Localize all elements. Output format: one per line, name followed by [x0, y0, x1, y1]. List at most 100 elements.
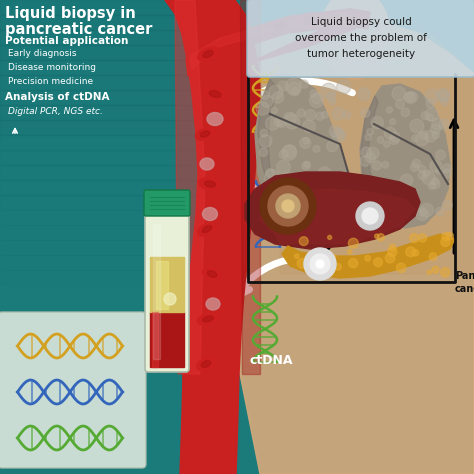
Circle shape [265, 117, 279, 130]
Circle shape [443, 164, 452, 173]
FancyBboxPatch shape [145, 211, 189, 372]
Ellipse shape [199, 178, 221, 190]
Circle shape [316, 112, 324, 120]
Circle shape [310, 265, 318, 273]
Circle shape [311, 194, 324, 207]
Polygon shape [360, 84, 450, 228]
Circle shape [436, 208, 444, 216]
Circle shape [420, 203, 434, 217]
Circle shape [300, 80, 308, 88]
Circle shape [399, 211, 410, 221]
Circle shape [365, 134, 371, 140]
Circle shape [361, 147, 372, 157]
Circle shape [302, 162, 310, 170]
Circle shape [415, 133, 428, 146]
Circle shape [335, 130, 344, 139]
Circle shape [273, 92, 284, 103]
Circle shape [310, 254, 330, 274]
Bar [0, 195, 237, 210]
Circle shape [277, 210, 286, 219]
Circle shape [260, 129, 268, 137]
Circle shape [312, 175, 319, 182]
Polygon shape [186, 9, 370, 76]
Circle shape [430, 160, 442, 172]
Bar [0, 90, 237, 105]
Circle shape [259, 148, 267, 156]
Circle shape [310, 200, 317, 207]
Polygon shape [240, 0, 260, 374]
Text: Digital PCR, NGS etc.: Digital PCR, NGS etc. [8, 107, 103, 116]
Circle shape [369, 215, 375, 221]
Circle shape [300, 137, 310, 148]
Circle shape [418, 165, 426, 173]
Circle shape [282, 200, 294, 212]
Polygon shape [280, 19, 474, 274]
Circle shape [347, 250, 352, 254]
Bar [0, 60, 237, 75]
Circle shape [432, 266, 439, 273]
Circle shape [404, 92, 413, 101]
Circle shape [260, 178, 316, 234]
Circle shape [327, 92, 336, 101]
Circle shape [274, 215, 283, 224]
Circle shape [412, 159, 420, 168]
Ellipse shape [305, 16, 315, 22]
Circle shape [337, 188, 344, 195]
Circle shape [385, 253, 395, 263]
Bar [0, 150, 237, 165]
Circle shape [366, 199, 378, 211]
Circle shape [285, 78, 301, 94]
Circle shape [401, 108, 410, 117]
Circle shape [400, 174, 412, 187]
Ellipse shape [203, 50, 213, 57]
Ellipse shape [328, 0, 383, 66]
Circle shape [412, 249, 419, 256]
Circle shape [276, 194, 300, 218]
Text: ctDNA: ctDNA [250, 354, 293, 367]
Circle shape [438, 91, 449, 101]
Polygon shape [255, 74, 352, 236]
Circle shape [392, 87, 406, 100]
Circle shape [319, 167, 331, 179]
Circle shape [337, 80, 351, 94]
Circle shape [331, 255, 336, 259]
Ellipse shape [203, 316, 213, 322]
Ellipse shape [270, 20, 290, 32]
Circle shape [304, 248, 336, 280]
Bar [0, 15, 237, 30]
Circle shape [266, 188, 277, 198]
Circle shape [427, 114, 433, 121]
Circle shape [386, 107, 392, 113]
Polygon shape [282, 234, 455, 278]
Circle shape [275, 205, 290, 220]
Circle shape [277, 160, 290, 173]
Circle shape [301, 214, 310, 223]
Circle shape [271, 107, 277, 114]
Circle shape [269, 85, 283, 99]
Text: Precision medicine: Precision medicine [8, 77, 93, 86]
Circle shape [330, 191, 337, 200]
Circle shape [416, 208, 428, 220]
Circle shape [303, 137, 310, 144]
Text: Potential application: Potential application [5, 36, 128, 46]
Ellipse shape [198, 47, 219, 61]
Text: Analysis of ctDNA: Analysis of ctDNA [5, 92, 109, 102]
Circle shape [329, 99, 336, 105]
Circle shape [284, 114, 300, 129]
Circle shape [311, 198, 318, 205]
Circle shape [282, 173, 295, 186]
Polygon shape [152, 312, 158, 367]
Circle shape [256, 102, 269, 115]
Circle shape [329, 126, 341, 137]
Circle shape [293, 178, 305, 190]
Bar [150, 312, 184, 367]
Circle shape [374, 234, 379, 238]
Circle shape [313, 175, 325, 187]
Circle shape [421, 111, 429, 119]
Circle shape [164, 293, 176, 305]
Circle shape [311, 93, 322, 104]
Circle shape [332, 108, 345, 120]
Circle shape [425, 108, 438, 121]
Circle shape [404, 92, 416, 103]
Circle shape [266, 169, 274, 177]
